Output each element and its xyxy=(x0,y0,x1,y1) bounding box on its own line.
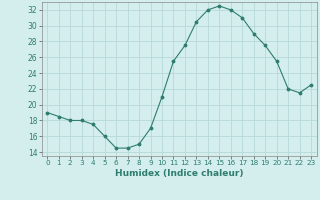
X-axis label: Humidex (Indice chaleur): Humidex (Indice chaleur) xyxy=(115,169,244,178)
